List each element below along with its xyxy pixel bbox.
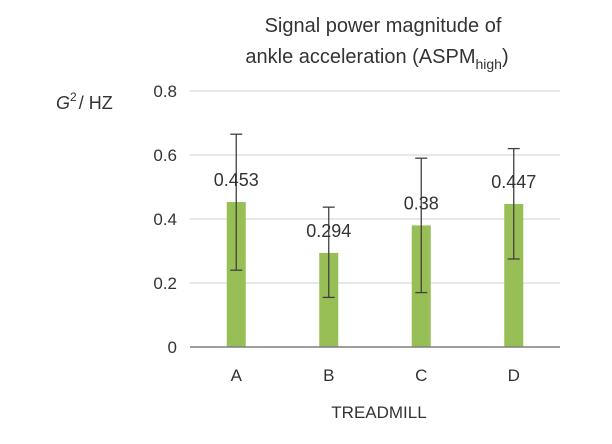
bar: [226, 202, 246, 347]
y-tick-label: 0.6: [153, 146, 177, 165]
x-axis-label: TREADMILL: [331, 403, 426, 422]
y-axis-label-unit: / HZ: [79, 93, 113, 113]
y-axis-label: G2/ HZ: [56, 90, 113, 113]
data-label: 0.453: [214, 170, 259, 190]
y-tick-label: 0.2: [153, 274, 177, 293]
x-tick-labels: A B C D: [231, 366, 520, 385]
chart-title-line-2-main: ankle acceleration (ASPM: [245, 46, 475, 68]
error-bars: [230, 133, 520, 299]
chart-title-subscript: high: [475, 56, 501, 72]
bar: [319, 252, 339, 347]
x-tick-label: B: [323, 366, 334, 385]
chart-title-line-2-end: ): [502, 46, 509, 68]
x-tick-label: D: [508, 366, 520, 385]
data-label: 0.294: [306, 221, 351, 241]
x-tick-label: C: [415, 366, 427, 385]
y-axis-label-g: G: [56, 93, 70, 113]
x-tick-label: A: [231, 366, 243, 385]
data-label: 0.38: [404, 193, 439, 213]
gridlines: [190, 90, 560, 284]
value-labels: 0.453 0.294 0.38 0.447: [214, 170, 537, 241]
y-axis-label-superscript: 2: [70, 90, 77, 104]
y-tick-label: 0.4: [153, 210, 177, 229]
y-tick-label: 0.8: [153, 82, 177, 101]
y-tick-label: 0: [168, 338, 177, 357]
chart-title-line-2: ankle acceleration (ASPMhigh): [245, 46, 508, 72]
chart-title-line-1: Signal power magnitude of: [265, 15, 502, 37]
bars: [226, 202, 524, 347]
y-tick-labels: 0 0.2 0.4 0.6 0.8: [153, 82, 177, 357]
data-label: 0.447: [491, 172, 536, 192]
bar: [504, 203, 524, 347]
